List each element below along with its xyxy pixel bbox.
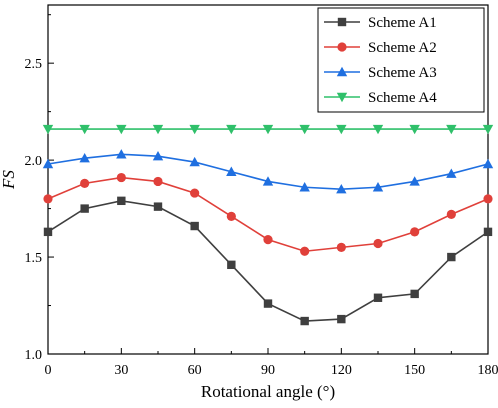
data-point: [262, 124, 274, 135]
data-point: [300, 246, 310, 256]
legend-marker: [336, 92, 348, 103]
data-point: [410, 227, 420, 237]
data-point: [299, 182, 310, 192]
data-point: [336, 242, 346, 252]
data-point: [153, 202, 163, 211]
data-point: [80, 178, 90, 188]
legend-marker: [337, 17, 347, 27]
data-point: [42, 124, 54, 135]
y-tick-label: 2.5: [25, 57, 43, 72]
legend-marker: [337, 42, 347, 52]
data-point: [373, 238, 383, 249]
data-point: [482, 124, 494, 135]
legend-label: Scheme A3: [368, 65, 437, 81]
legend-label: Scheme A1: [368, 15, 437, 31]
data-point: [226, 124, 237, 135]
data-point: [263, 299, 273, 308]
data-point: [189, 156, 200, 167]
data-point: [116, 172, 126, 183]
data-point: [483, 194, 493, 204]
data-point: [372, 124, 384, 135]
data-point: [299, 124, 310, 135]
data-point: [446, 209, 456, 219]
data-point: [446, 168, 457, 178]
data-point: [372, 182, 384, 192]
data-point: [79, 152, 90, 163]
data-point: [227, 260, 236, 270]
data-point: [482, 158, 494, 169]
data-point: [447, 252, 456, 262]
series-2: [43, 172, 493, 256]
y-tick-label: 1.5: [25, 251, 43, 266]
data-point: [226, 211, 236, 221]
x-tick-label: 120: [331, 363, 352, 378]
data-point: [42, 158, 54, 169]
x-tick-label: 90: [261, 363, 275, 378]
data-point: [116, 124, 127, 135]
legend-label: Scheme A4: [368, 90, 437, 106]
data-point: [409, 124, 420, 135]
x-axis-label: Rotational angle (°): [201, 382, 335, 401]
x-tick-label: 60: [188, 363, 202, 378]
legend: Scheme A1 Scheme A2 Scheme A3 Scheme A4: [317, 7, 485, 113]
data-point: [43, 227, 53, 237]
data-point: [262, 176, 274, 186]
data-point: [336, 124, 347, 135]
data-point: [336, 183, 347, 194]
data-point: [300, 316, 309, 326]
x-tick-label: 0: [45, 363, 52, 378]
x-tick-label: 150: [404, 363, 425, 378]
axis-ticks: 0 30 60 90 120 150 180 1.0 1.5 2.0 2.5: [25, 14, 498, 378]
x-tick-label: 30: [114, 363, 128, 378]
y-tick-label: 1.0: [25, 348, 43, 363]
series-3: [42, 149, 494, 194]
data-point: [80, 204, 89, 213]
data-point: [263, 235, 273, 245]
data-point: [152, 124, 164, 135]
data-point: [483, 227, 493, 237]
series-4: [42, 124, 494, 135]
data-point: [79, 124, 90, 135]
data-point: [117, 196, 126, 206]
legend-item: Scheme A4: [324, 90, 437, 106]
legend-item: Scheme A2: [324, 40, 437, 56]
y-tick-label: 2.0: [25, 154, 43, 169]
series-1: [43, 196, 493, 326]
data-point: [337, 314, 346, 324]
data-point: [152, 151, 164, 161]
x-tick-label: 180: [478, 363, 498, 378]
y-axis-label: FS: [0, 170, 18, 190]
legend-item: Scheme A3: [324, 65, 437, 81]
data-point: [189, 124, 200, 135]
legend-item: Scheme A1: [324, 15, 437, 31]
data-point: [43, 194, 53, 204]
data-point: [446, 124, 457, 135]
data-point: [409, 176, 420, 186]
data-point: [226, 166, 237, 176]
data-point: [373, 293, 383, 302]
data-point: [153, 176, 163, 187]
series-layer: [42, 124, 494, 326]
data-point: [190, 221, 199, 231]
data-point: [190, 188, 200, 198]
data-point: [410, 289, 419, 299]
legend-label: Scheme A2: [368, 40, 437, 56]
legend-marker: [336, 66, 348, 77]
data-point: [116, 149, 127, 159]
